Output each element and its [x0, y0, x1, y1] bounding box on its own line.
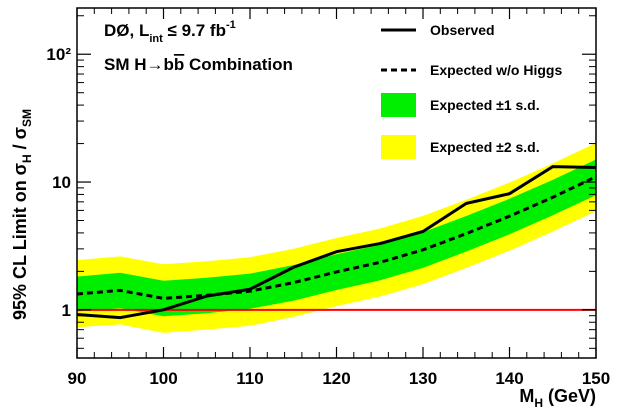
expected-line: [76, 175, 597, 300]
x-tick-label: 90: [68, 369, 87, 388]
y-tick-label: 10: [52, 173, 71, 192]
annotation-line1: DØ, Lint ≤ 9.7 fb-1: [104, 19, 236, 45]
legend-expected-label: Expected w/o Higgs: [430, 62, 562, 78]
legend-2sd-swatch: [381, 135, 416, 159]
x-tick-label: 110: [236, 369, 263, 388]
x-axis-title: MH (GeV): [519, 386, 596, 410]
legend: Observed Expected w/o Higgs Expected ±1 …: [381, 22, 562, 159]
x-tick-label: 130: [409, 369, 437, 388]
x-tick-label: 140: [495, 369, 523, 388]
y-tick-label: 10²: [46, 45, 71, 64]
x-tick-label: 150: [582, 369, 610, 388]
lines-layer: [76, 165, 597, 320]
y-tick-label: 1: [62, 301, 71, 320]
legend-2sd-label: Expected ±2 s.d.: [430, 139, 540, 155]
observed-line: [76, 165, 597, 320]
band-1sd: [77, 159, 596, 317]
legend-observed-label: Observed: [430, 22, 495, 38]
x-tick-label: 120: [322, 369, 350, 388]
y-axis-title: 95% CL Limit on σH / σSM: [10, 109, 34, 320]
plot-frame: [76, 7, 597, 359]
legend-1sd-swatch: [381, 93, 416, 117]
annotation-line2: SM H→bb Combination: [104, 55, 293, 74]
legend-1sd-label: Expected ±1 s.d.: [430, 97, 540, 113]
bands-layer: [77, 143, 596, 333]
x-tick-label: 100: [149, 369, 177, 388]
